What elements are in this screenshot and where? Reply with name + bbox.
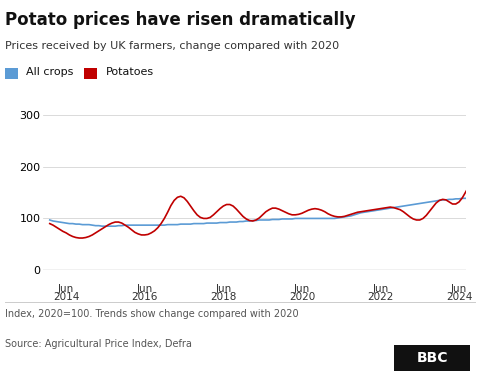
Text: Jun: Jun bbox=[58, 284, 74, 294]
Text: Jun: Jun bbox=[137, 284, 153, 294]
Text: 2024: 2024 bbox=[446, 292, 472, 302]
Text: BBC: BBC bbox=[416, 351, 448, 365]
Text: All crops: All crops bbox=[26, 68, 74, 77]
Text: Jun: Jun bbox=[294, 284, 310, 294]
Text: Prices received by UK farmers, change compared with 2020: Prices received by UK farmers, change co… bbox=[5, 41, 339, 51]
Text: 2020: 2020 bbox=[289, 292, 315, 302]
Text: Jun: Jun bbox=[372, 284, 389, 294]
Text: Potato prices have risen dramatically: Potato prices have risen dramatically bbox=[5, 11, 355, 29]
Text: Jun: Jun bbox=[451, 284, 467, 294]
Text: Index, 2020=100. Trends show change compared with 2020: Index, 2020=100. Trends show change comp… bbox=[5, 309, 299, 320]
Text: Source: Agricultural Price Index, Defra: Source: Agricultural Price Index, Defra bbox=[5, 339, 192, 350]
Text: Jun: Jun bbox=[215, 284, 231, 294]
Text: 2014: 2014 bbox=[53, 292, 79, 302]
Text: 2022: 2022 bbox=[367, 292, 394, 302]
Text: Potatoes: Potatoes bbox=[106, 68, 154, 77]
Text: 2016: 2016 bbox=[132, 292, 158, 302]
Text: 2018: 2018 bbox=[210, 292, 237, 302]
